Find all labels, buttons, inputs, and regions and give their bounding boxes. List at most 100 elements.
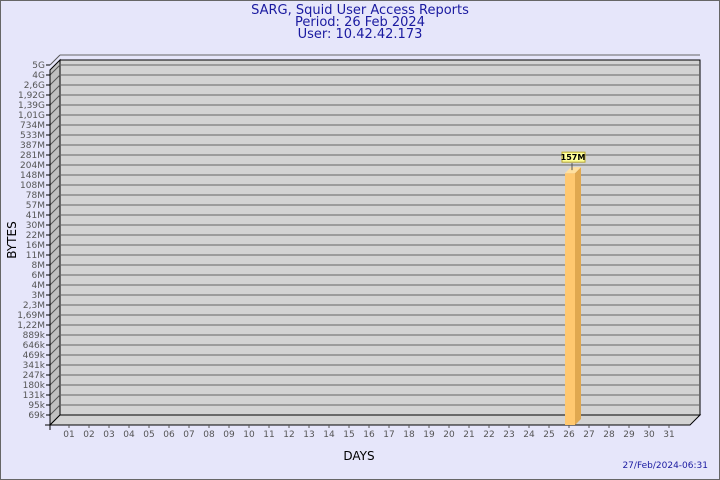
x-tick-label: 09 [223,430,235,440]
grid-line-side [49,314,61,326]
plot-back-wall [59,59,701,416]
y-tick-label: 69k [28,411,45,421]
y-tick-label: 41M [26,211,45,221]
grid-line-side [49,114,61,126]
y-tick-label: 131k [23,391,46,401]
y-tick-label: 1,92G [18,91,45,101]
y-tick-label: 341k [23,361,46,371]
grid-line-side [49,164,61,176]
y-tick-label: 1,22M [17,321,45,331]
y-tick-label: 1,01G [18,111,45,121]
y-tick-label: 57M [26,201,45,211]
bar-front [565,173,575,425]
grid-line-side [49,304,61,316]
x-axis-title: DAYS [343,449,374,463]
y-tick-label: 1,69M [17,311,45,321]
plot-floor [48,414,702,426]
y-tick-label: 6M [32,271,46,281]
y-tick-label: 16M [26,241,45,251]
x-tick-label: 11 [263,430,274,440]
x-tick-label: 26 [563,430,575,440]
grid-line-side [49,394,61,406]
data-label-box [561,151,586,163]
x-tick-label: 05 [143,430,154,440]
y-tick-label: 11M [26,251,45,261]
y-tick-label: 469k [23,351,46,361]
x-tick-label: 23 [503,430,514,440]
x-tick-label: 02 [83,430,94,440]
grid-line-side [49,64,61,76]
x-tick-label: 01 [63,430,74,440]
chart-title: SARG, Squid User Access Reports [251,3,469,18]
x-tick-label: 19 [423,430,435,440]
y-tick-label: 180k [23,381,46,391]
grid-line-side [49,104,61,116]
x-tick-label: 27 [583,430,594,440]
y-tick-label: 2,3M [23,301,45,311]
grid-line-side [49,364,61,376]
grid-line-side [49,264,61,276]
y-tick-label: 387M [20,141,45,151]
grid-line-side [49,294,61,306]
grid-line-side [49,324,61,336]
y-tick-label: 734M [20,121,45,131]
y-tick-label: 281M [20,151,45,161]
x-tick-label: 28 [603,430,615,440]
y-tick-label: 8M [32,261,46,271]
timestamp: 27/Feb/2024-06:31 [622,461,708,471]
x-tick-label: 30 [643,430,655,440]
x-tick-label: 12 [283,430,294,440]
grid-line-side [49,234,61,246]
grid-line-side [49,184,61,196]
y-tick-label: 247k [23,371,46,381]
y-tick-label: 108M [20,181,45,191]
x-tick-label: 03 [103,430,114,440]
x-tick-label: 13 [303,430,314,440]
y-tick-label: 95k [28,401,45,411]
x-tick-label: 07 [183,430,194,440]
y-tick-label: 4G [32,71,45,81]
y-tick-label: 646k [23,341,46,351]
y-tick-label: 5G [32,61,45,71]
x-tick-label: 22 [483,430,494,440]
grid-line-side [49,374,61,386]
x-tick-label: 06 [163,430,175,440]
grid-line-side [49,254,61,266]
y-tick-label: 3M [32,291,46,301]
grid-line-side [49,334,61,346]
grid-line-side [49,144,61,156]
y-tick-label: 533M [20,131,45,141]
x-tick-label: 20 [443,430,455,440]
grid-line-side [49,174,61,186]
x-tick-label: 15 [343,430,354,440]
bar-top [565,167,581,174]
y-tick-label: 889k [23,331,46,341]
y-tick-label: 4M [32,281,46,291]
x-tick-label: 21 [463,430,474,440]
y-tick-label: 204M [20,161,45,171]
grid-line-side [49,384,61,396]
y-tick-label: 78M [26,191,45,201]
x-tick-label: 25 [543,430,554,440]
grid-line-side [49,284,61,296]
grid-line-side [49,204,61,216]
grid-line-side [49,84,61,96]
grid-line-side [49,354,61,366]
grid-line-side [49,274,61,286]
x-tick-label: 10 [243,430,255,440]
grid-line-side [49,74,61,86]
x-tick-label: 18 [403,430,415,440]
grid-line-side [49,124,61,136]
grid-line-side [49,194,61,206]
y-tick-label: 30M [26,221,45,231]
x-tick-label: 17 [383,430,394,440]
grid-line-side [49,244,61,256]
x-tick-label: 14 [323,430,335,440]
x-tick-label: 24 [523,430,535,440]
bar-side [575,167,581,426]
grid-line-side [49,224,61,236]
y-tick-label: 1,39G [18,101,45,111]
grid-line-side [49,54,61,66]
grid-line-side [49,154,61,166]
